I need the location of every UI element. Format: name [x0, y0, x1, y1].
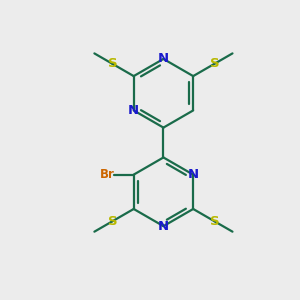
- Text: N: N: [128, 104, 139, 117]
- Text: N: N: [158, 220, 169, 232]
- Text: S: S: [210, 215, 219, 228]
- Text: N: N: [158, 52, 169, 65]
- Text: S: S: [108, 57, 117, 70]
- Text: S: S: [210, 57, 219, 70]
- Text: S: S: [108, 215, 117, 228]
- Text: N: N: [188, 168, 199, 181]
- Text: Br: Br: [100, 168, 115, 181]
